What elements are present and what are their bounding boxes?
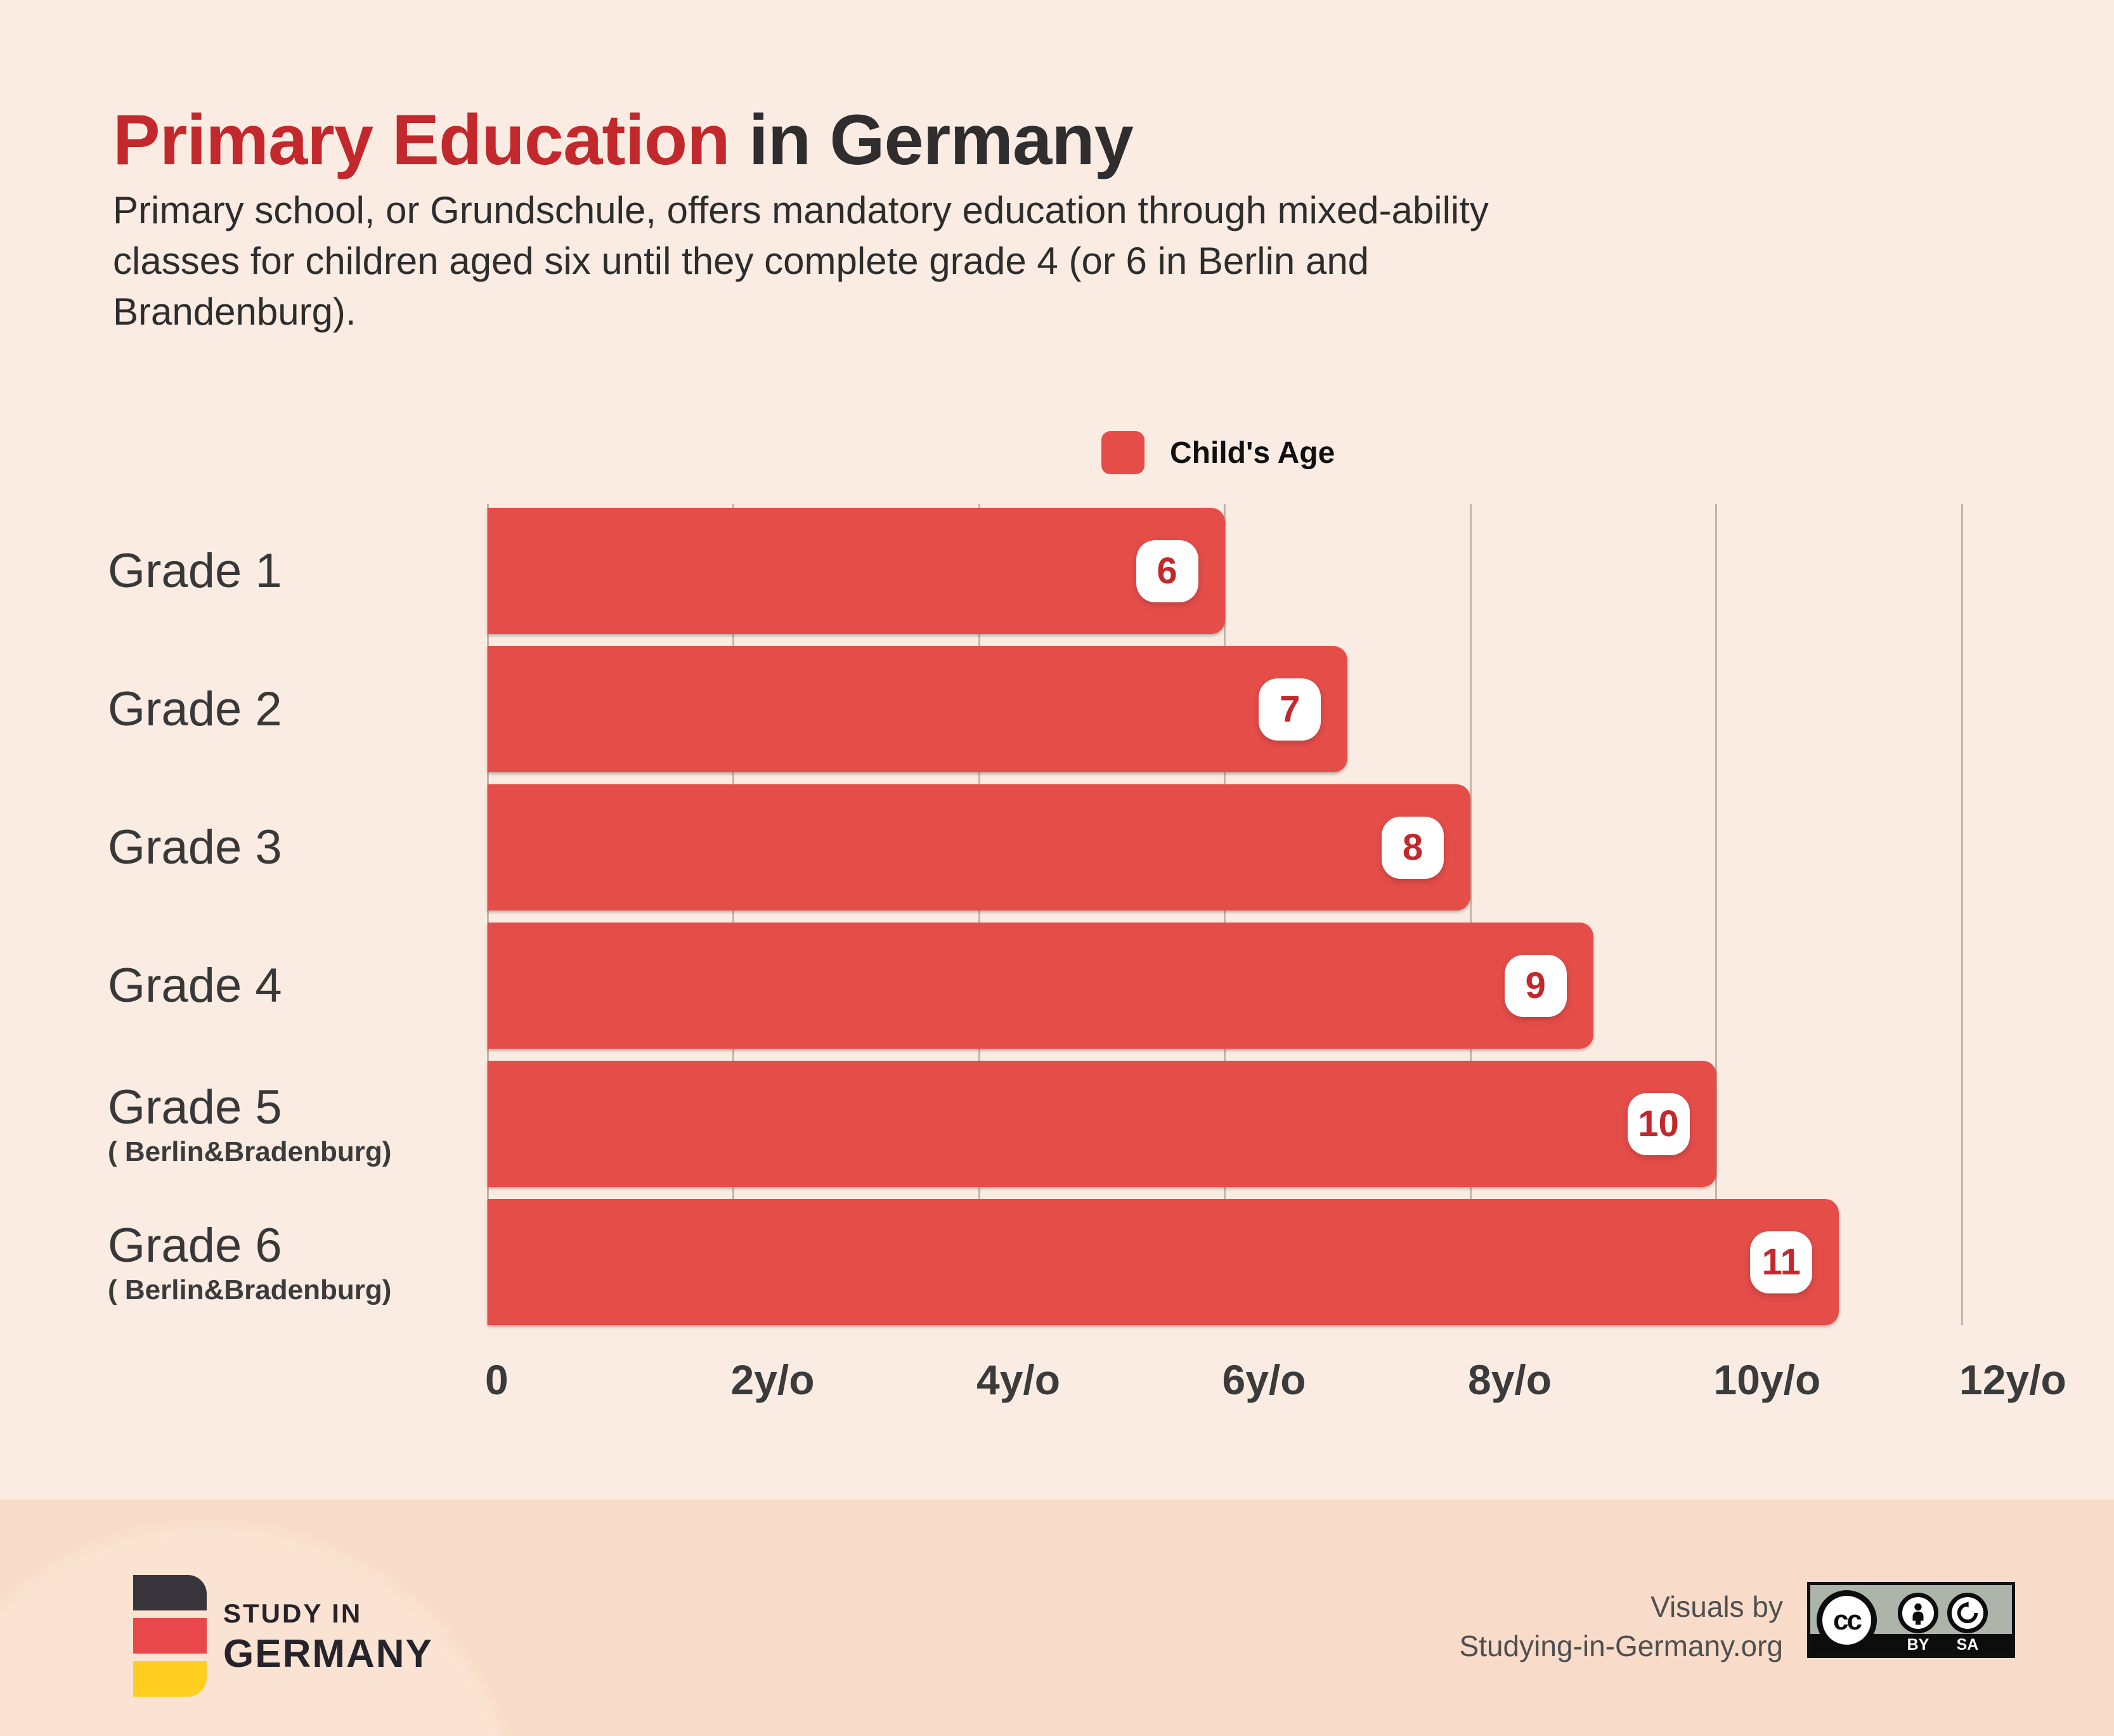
legend-label: Child's Age [1170, 436, 1335, 470]
bar-value-badge: 9 [1504, 954, 1567, 1017]
cc-license-badge: cc BY SA [1807, 1582, 2015, 1658]
bar [488, 646, 1348, 772]
grade-sublabel-text: ( Berlin&Bradenburg) [108, 1136, 392, 1167]
subtitle-line: classes for children aged six until they… [113, 240, 1370, 282]
credit-text: Visuals by Studying-in-Germany.org [1460, 1587, 1783, 1666]
gridline [1469, 504, 1472, 1325]
gridline [1961, 504, 1963, 1325]
germany-flag-stripe-black [133, 1575, 207, 1610]
grade-label: Grade 3 [108, 820, 282, 876]
gridline [978, 504, 980, 1325]
bar-value: 11 [1761, 1241, 1801, 1283]
bar [488, 508, 1225, 634]
germany-flag-stripe-gold [133, 1661, 207, 1697]
grade-label: Grade 4 [108, 958, 282, 1014]
bar-value-badge: 8 [1382, 816, 1444, 879]
bar-value: 10 [1638, 1103, 1679, 1144]
legend-color-swatch [1101, 431, 1145, 474]
gridline [1224, 504, 1226, 1325]
cc-by-person-icon [1898, 1593, 1938, 1633]
germany-flag-stripe-red [133, 1618, 207, 1654]
grade-label: Grade 6( Berlin&Bradenburg) [108, 1218, 391, 1307]
bar-value: 6 [1157, 550, 1177, 592]
grade-label-text: Grade 4 [108, 958, 282, 1013]
cc-by-label: BY [1907, 1636, 1929, 1654]
bar-value-badge: 6 [1136, 540, 1198, 602]
person-icon [1912, 1603, 1924, 1625]
cc-icon: cc [1817, 1590, 1877, 1650]
x-tick-label: 8y/o [1468, 1356, 1552, 1403]
page-title-highlight: Primary Education [113, 100, 730, 180]
x-tick-label: 10y/o [1713, 1356, 1821, 1403]
grade-label: Grade 5( Berlin&Bradenburg) [108, 1080, 391, 1169]
grade-label-text: Grade 5 [108, 1080, 282, 1134]
x-tick-label: 0 [485, 1356, 509, 1403]
cc-icon-label: cc [1833, 1604, 1862, 1636]
bar [488, 923, 1593, 1049]
cc-sa-arrow-icon [1947, 1593, 1988, 1633]
gridline [732, 504, 734, 1325]
subtitle-line: Brandenburg). [113, 290, 356, 333]
page-title-rest: in Germany [729, 100, 1134, 180]
footer-decorative-circle [0, 1525, 520, 1736]
grade-label-text: Grade 2 [108, 682, 282, 736]
subtitle-line: Primary school, or Grundschule, offers m… [113, 189, 1489, 231]
gridline [1715, 504, 1717, 1325]
grade-label-text: Grade 1 [108, 543, 282, 598]
chart-legend: Child's Age [1101, 431, 1335, 474]
cc-sa-label: SA [1956, 1636, 1979, 1654]
grade-label: Grade 1 [108, 543, 282, 599]
circular-arrow-icon [1957, 1602, 1978, 1624]
bar [488, 784, 1470, 910]
logo-text-bottom: GERMANY [223, 1632, 433, 1676]
credit-line: Visuals by [1650, 1590, 1783, 1623]
bar [488, 1061, 1716, 1187]
bar-value-badge: 7 [1259, 678, 1321, 741]
page-subtitle: Primary school, or Grundschule, offers m… [113, 185, 1489, 337]
bar-value-badge: 10 [1627, 1092, 1690, 1155]
logo-text-top: STUDY IN [223, 1598, 363, 1628]
gridline [486, 504, 489, 1325]
footer: STUDY IN GERMANY Visuals by Studying-in-… [0, 1500, 2114, 1736]
grade-label-text: Grade 6 [108, 1218, 282, 1273]
page-title: Primary Education in Germany [113, 100, 1134, 180]
bar-value: 8 [1402, 827, 1423, 868]
grade-label: Grade 2 [108, 682, 282, 737]
bar [488, 1199, 1839, 1325]
bar-value: 7 [1280, 689, 1300, 730]
grade-sublabel-text: ( Berlin&Bradenburg) [108, 1274, 392, 1305]
x-tick-label: 4y/o [976, 1356, 1061, 1403]
x-tick-label: 12y/o [1959, 1356, 2066, 1403]
grade-label-text: Grade 3 [108, 820, 282, 874]
credit-line: Studying-in-Germany.org [1459, 1629, 1783, 1662]
x-tick-label: 2y/o [730, 1356, 815, 1403]
x-tick-label: 6y/o [1222, 1356, 1306, 1403]
bar-value: 9 [1525, 965, 1546, 1006]
bar-value-badge: 11 [1750, 1231, 1813, 1293]
